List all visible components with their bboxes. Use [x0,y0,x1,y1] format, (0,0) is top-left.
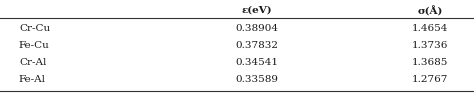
Text: 0.37832: 0.37832 [236,41,279,50]
Text: Cr-Cu: Cr-Cu [19,24,50,33]
Text: 1.4654: 1.4654 [412,24,448,33]
Text: Fe-Cu: Fe-Cu [19,41,50,50]
Text: Cr-Al: Cr-Al [19,58,46,67]
Text: ε(eV): ε(eV) [242,6,272,15]
Text: 1.3685: 1.3685 [412,58,448,67]
Text: Fe-Al: Fe-Al [19,75,46,84]
Text: σ(Å): σ(Å) [418,6,443,16]
Text: 1.2767: 1.2767 [412,75,448,84]
Text: 1.3736: 1.3736 [412,41,448,50]
Text: 0.38904: 0.38904 [236,24,279,33]
Text: 0.33589: 0.33589 [236,75,279,84]
Text: 0.34541: 0.34541 [236,58,279,67]
